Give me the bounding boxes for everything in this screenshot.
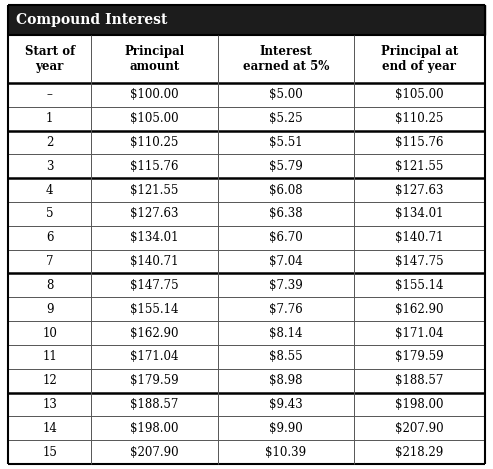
Text: 5: 5 — [46, 207, 53, 220]
Bar — [8, 440, 485, 464]
Text: $127.63: $127.63 — [395, 184, 444, 197]
Bar — [8, 5, 485, 35]
Text: $5.00: $5.00 — [269, 88, 303, 101]
Bar — [8, 393, 485, 416]
Text: $105.00: $105.00 — [395, 88, 444, 101]
Text: $6.38: $6.38 — [269, 207, 303, 220]
Text: $10.39: $10.39 — [265, 446, 307, 459]
Text: $5.79: $5.79 — [269, 160, 303, 173]
Text: $198.00: $198.00 — [131, 422, 179, 435]
Text: Compound Interest: Compound Interest — [16, 13, 168, 27]
Bar — [8, 178, 485, 202]
Text: $134.01: $134.01 — [395, 207, 444, 220]
Text: $121.55: $121.55 — [395, 160, 444, 173]
Text: $115.76: $115.76 — [395, 136, 444, 149]
Text: 13: 13 — [42, 398, 57, 411]
Text: $7.76: $7.76 — [269, 303, 303, 316]
Text: 3: 3 — [46, 160, 53, 173]
Text: $7.04: $7.04 — [269, 255, 303, 268]
Bar — [8, 297, 485, 321]
Text: $179.59: $179.59 — [130, 374, 179, 387]
Text: $188.57: $188.57 — [395, 374, 444, 387]
Text: $6.08: $6.08 — [269, 184, 303, 197]
Bar — [8, 35, 485, 83]
Bar — [8, 107, 485, 131]
Text: 7: 7 — [46, 255, 53, 268]
Text: $155.14: $155.14 — [395, 279, 444, 292]
Text: 6: 6 — [46, 231, 53, 244]
Text: Principal at
end of year: Principal at end of year — [381, 45, 458, 73]
Text: $9.43: $9.43 — [269, 398, 303, 411]
Text: Start of
year: Start of year — [25, 45, 75, 73]
Text: $140.71: $140.71 — [131, 255, 179, 268]
Text: $121.55: $121.55 — [131, 184, 179, 197]
Text: –: – — [47, 88, 53, 101]
Bar — [8, 345, 485, 369]
Bar — [8, 416, 485, 440]
Text: $188.57: $188.57 — [131, 398, 179, 411]
Bar — [8, 202, 485, 226]
Text: $171.04: $171.04 — [131, 350, 179, 363]
Text: 14: 14 — [42, 422, 57, 435]
Text: $5.25: $5.25 — [269, 112, 303, 125]
Bar — [8, 321, 485, 345]
Text: $105.00: $105.00 — [130, 112, 179, 125]
Text: $127.63: $127.63 — [131, 207, 179, 220]
Text: $9.90: $9.90 — [269, 422, 303, 435]
Text: $6.70: $6.70 — [269, 231, 303, 244]
Text: $162.90: $162.90 — [131, 326, 179, 340]
Text: $155.14: $155.14 — [131, 303, 179, 316]
Text: $5.51: $5.51 — [269, 136, 303, 149]
Text: $218.29: $218.29 — [395, 446, 444, 459]
Text: $110.25: $110.25 — [131, 136, 179, 149]
Text: $115.76: $115.76 — [131, 160, 179, 173]
Text: $207.90: $207.90 — [395, 422, 444, 435]
Text: $179.59: $179.59 — [395, 350, 444, 363]
Text: 12: 12 — [42, 374, 57, 387]
Text: $8.14: $8.14 — [269, 326, 303, 340]
Text: Principal
amount: Principal amount — [125, 45, 185, 73]
Text: 15: 15 — [42, 446, 57, 459]
Bar — [8, 83, 485, 107]
Text: 10: 10 — [42, 326, 57, 340]
Bar — [8, 250, 485, 273]
Text: $8.98: $8.98 — [269, 374, 303, 387]
Bar — [8, 154, 485, 178]
Text: $147.75: $147.75 — [130, 279, 179, 292]
Text: $171.04: $171.04 — [395, 326, 444, 340]
Bar — [8, 273, 485, 297]
Bar — [8, 369, 485, 393]
Text: $162.90: $162.90 — [395, 303, 444, 316]
Text: $110.25: $110.25 — [395, 112, 444, 125]
Text: 9: 9 — [46, 303, 53, 316]
Bar — [8, 226, 485, 250]
Bar — [8, 131, 485, 154]
Text: $8.55: $8.55 — [269, 350, 303, 363]
Text: 1: 1 — [46, 112, 53, 125]
Text: $134.01: $134.01 — [131, 231, 179, 244]
Text: 2: 2 — [46, 136, 53, 149]
Text: $100.00: $100.00 — [130, 88, 179, 101]
Text: $147.75: $147.75 — [395, 255, 444, 268]
Text: 4: 4 — [46, 184, 53, 197]
Text: $140.71: $140.71 — [395, 231, 444, 244]
Text: $7.39: $7.39 — [269, 279, 303, 292]
Text: 11: 11 — [42, 350, 57, 363]
Text: $198.00: $198.00 — [395, 398, 444, 411]
Text: $207.90: $207.90 — [130, 446, 179, 459]
Text: Interest
earned at 5%: Interest earned at 5% — [243, 45, 329, 73]
Text: 8: 8 — [46, 279, 53, 292]
